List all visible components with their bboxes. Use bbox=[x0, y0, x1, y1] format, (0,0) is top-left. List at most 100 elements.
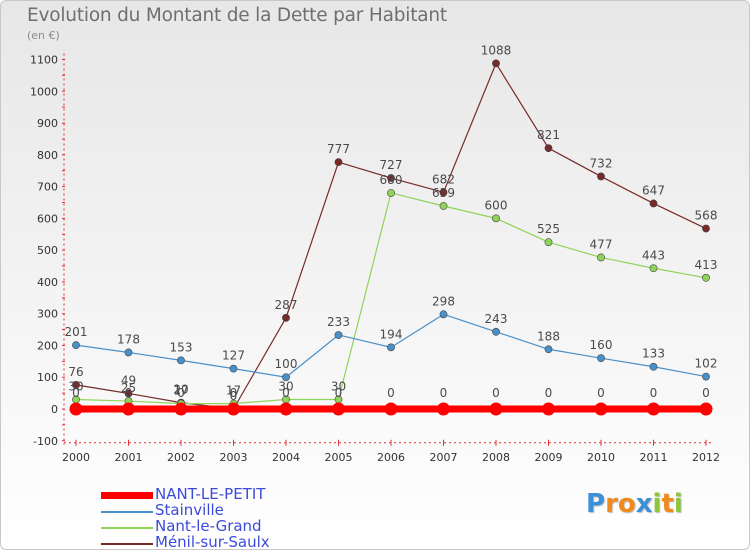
series-line bbox=[75, 192, 707, 405]
data-label: 17 bbox=[226, 384, 241, 398]
x-tick-label: 2002 bbox=[167, 451, 195, 464]
y-tick-label: 0 bbox=[51, 403, 58, 416]
y-tick-label: 100 bbox=[37, 371, 58, 384]
data-label: 17 bbox=[173, 384, 188, 398]
data-point bbox=[594, 402, 608, 416]
data-label: 1088 bbox=[481, 43, 512, 57]
data-label: 0 bbox=[282, 386, 290, 400]
data-label: 133 bbox=[642, 347, 665, 361]
data-point bbox=[492, 59, 500, 68]
series-line bbox=[75, 62, 707, 410]
data-point bbox=[702, 273, 710, 282]
y-tick-label: 700 bbox=[37, 181, 58, 194]
data-label: 680 bbox=[380, 173, 403, 187]
legend-swatch bbox=[101, 492, 153, 499]
data-point bbox=[649, 264, 658, 273]
data-label: 727 bbox=[380, 158, 403, 172]
data-point bbox=[282, 373, 290, 382]
data-point bbox=[124, 389, 133, 398]
logo-letter: r bbox=[605, 489, 618, 519]
data-point bbox=[122, 402, 135, 416]
data-label: 287 bbox=[275, 298, 298, 312]
x-tick-label: 2005 bbox=[325, 451, 353, 464]
data-point bbox=[72, 380, 80, 389]
legend-swatch bbox=[101, 543, 153, 545]
data-point bbox=[439, 188, 448, 197]
data-label: 0 bbox=[650, 386, 658, 400]
data-label: 0 bbox=[492, 386, 500, 400]
data-label: 639 bbox=[432, 186, 455, 200]
x-tick-label: 2007 bbox=[430, 451, 458, 464]
logo-letter: i bbox=[673, 489, 683, 519]
data-point bbox=[597, 354, 605, 363]
data-point bbox=[544, 144, 553, 153]
logo-letter: t bbox=[661, 489, 674, 519]
data-label: 0 bbox=[177, 386, 185, 400]
data-point bbox=[489, 402, 503, 416]
y-tick-label: 200 bbox=[37, 339, 58, 352]
legend-label: Nant-le-Grand bbox=[155, 517, 262, 535]
proxiti-logo: Proxiti bbox=[586, 489, 683, 519]
data-point bbox=[387, 174, 395, 182]
y-tick-label: 600 bbox=[37, 212, 58, 225]
data-label: 0 bbox=[597, 386, 605, 400]
data-point bbox=[334, 331, 343, 339]
data-point bbox=[177, 356, 185, 365]
data-point bbox=[227, 402, 240, 416]
data-point bbox=[334, 158, 343, 167]
x-tick-label: 2008 bbox=[482, 451, 510, 464]
data-label: 20 bbox=[173, 383, 188, 397]
data-point bbox=[384, 402, 398, 416]
data-label: 0 bbox=[230, 386, 238, 400]
data-point bbox=[279, 402, 293, 416]
data-point bbox=[702, 372, 710, 381]
x-tick-label: 2001 bbox=[115, 451, 143, 464]
data-point bbox=[439, 202, 448, 210]
data-point bbox=[387, 343, 395, 352]
logo-letter: P bbox=[586, 489, 606, 519]
data-point bbox=[437, 402, 450, 416]
logo-letter: x bbox=[635, 489, 653, 519]
data-point bbox=[699, 402, 713, 416]
data-label: 30 bbox=[278, 379, 293, 393]
data-point bbox=[229, 364, 238, 373]
data-label: 0 bbox=[335, 386, 343, 400]
data-point bbox=[544, 238, 553, 247]
y-tick-label: 1100 bbox=[30, 54, 58, 67]
chart-title: Evolution du Montant de la Dette par Hab… bbox=[27, 5, 447, 26]
data-label: 0 bbox=[702, 386, 710, 400]
data-point bbox=[492, 214, 500, 223]
data-point bbox=[544, 345, 553, 354]
data-label: 127 bbox=[222, 349, 245, 363]
data-label: 178 bbox=[117, 332, 140, 346]
x-tick-label: 2006 bbox=[377, 451, 405, 464]
x-tick-label: 2000 bbox=[62, 451, 90, 464]
y-tick-label: 400 bbox=[37, 276, 58, 289]
data-label: 477 bbox=[590, 237, 613, 251]
data-label: 647 bbox=[642, 183, 665, 197]
data-point bbox=[332, 402, 345, 416]
data-point bbox=[542, 402, 555, 416]
legend-swatch bbox=[101, 511, 153, 513]
y-tick-label: 1000 bbox=[30, 85, 58, 98]
data-label: 777 bbox=[327, 142, 350, 156]
data-point bbox=[174, 402, 188, 416]
data-point bbox=[597, 253, 605, 262]
data-label: 201 bbox=[65, 325, 88, 339]
data-label: 30 bbox=[68, 379, 83, 393]
data-label: 0 bbox=[440, 386, 448, 400]
data-label: 194 bbox=[380, 327, 403, 341]
x-tick-label: 2012 bbox=[692, 451, 720, 464]
data-label: 102 bbox=[695, 357, 718, 371]
y-tick-label: 500 bbox=[37, 244, 58, 257]
data-label: 49 bbox=[121, 373, 136, 387]
logo-letter: o bbox=[617, 489, 636, 519]
data-label: 76 bbox=[68, 365, 83, 379]
data-label: 188 bbox=[537, 329, 560, 343]
logo-letter: i bbox=[652, 489, 662, 519]
data-label: 0 bbox=[387, 386, 395, 400]
data-point bbox=[649, 362, 658, 371]
data-point bbox=[439, 310, 448, 319]
